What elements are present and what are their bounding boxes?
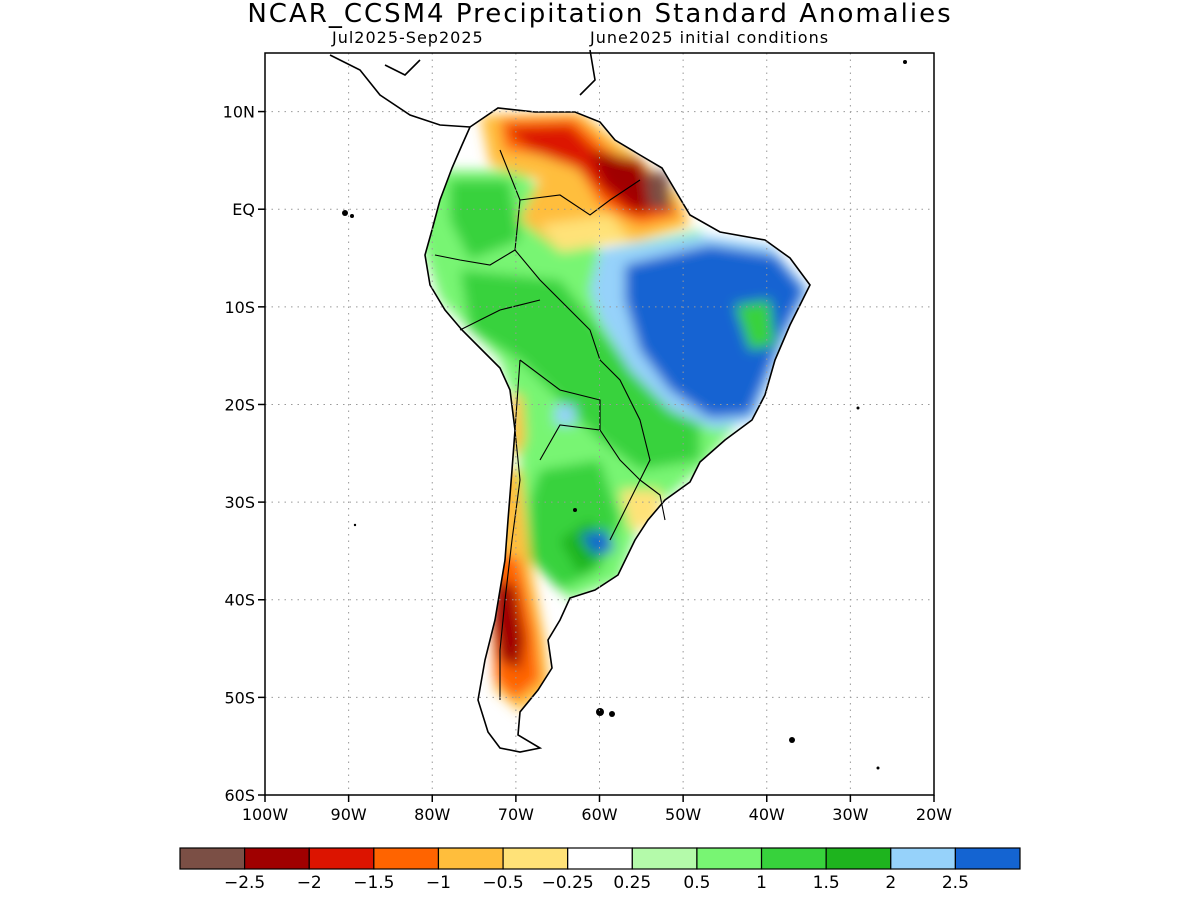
- legend-label: −0.5: [482, 873, 523, 893]
- legend-swatch: [954, 847, 1021, 870]
- legend-label: −2: [297, 873, 322, 893]
- legend-swatch: [631, 847, 698, 870]
- forecast-period: Jul2025-Sep2025: [332, 28, 484, 47]
- legend-swatch: [825, 847, 892, 870]
- legend-label: 0.5: [683, 873, 710, 893]
- legend-swatch: [179, 847, 246, 870]
- lon-tick-label: 70W: [498, 805, 534, 824]
- legend-label: −1: [426, 873, 451, 893]
- lat-tick-label: 60S: [224, 786, 255, 805]
- legend-swatch: [890, 847, 956, 870]
- lon-tick-label: 60W: [581, 805, 617, 824]
- legend-swatch: [696, 847, 763, 870]
- coastlines: [329, 49, 811, 753]
- lon-tick-label: 80W: [414, 805, 450, 824]
- lon-tick-label: 30W: [832, 805, 868, 824]
- latitude-axis: 10N EQ 10S 20S 30S 40S 50S 60S: [223, 103, 265, 805]
- legend-label: 2: [885, 873, 896, 893]
- legend-swatch: [437, 847, 504, 870]
- initial-conditions: June2025 initial conditions: [590, 28, 830, 47]
- lat-tick-label: 30S: [224, 493, 255, 512]
- lat-tick-label: 10S: [224, 298, 255, 317]
- lon-tick-label: 100W: [242, 805, 289, 824]
- lon-tick-label: 90W: [331, 805, 367, 824]
- lon-tick-label: 50W: [665, 805, 701, 824]
- legend-label: 1: [756, 873, 767, 893]
- legend-swatch: [244, 847, 310, 870]
- lat-tick-label: 50S: [224, 688, 255, 707]
- legend-swatch: [760, 847, 827, 870]
- map-title: NCAR_CCSM4 Precipitation Standard Anomal…: [247, 0, 953, 29]
- legend-label: −0.25: [542, 873, 594, 893]
- legend-label: 0.25: [613, 873, 651, 893]
- lat-tick-label: 10N: [223, 103, 255, 122]
- legend-label: 2.5: [942, 873, 969, 893]
- legend-swatch: [502, 847, 569, 870]
- islands: [342, 60, 907, 770]
- legend-label: 1.5: [813, 873, 840, 893]
- lon-tick-label: 20W: [916, 805, 952, 824]
- lat-tick-label: 40S: [224, 591, 255, 610]
- longitude-axis: 100W 90W 80W 70W 60W 50W 40W 30W 20W: [242, 795, 952, 824]
- graticule: [265, 53, 934, 795]
- legend-swatch: [373, 847, 440, 870]
- color-legend: −2.5 −2 −1.5 −1 −0.5 −0.25 0.25 0.5 1 1.5 2 2.5: [179, 847, 1021, 893]
- lat-tick-label: 20S: [224, 395, 255, 414]
- lon-tick-label: 40W: [749, 805, 785, 824]
- country-borders: [434, 149, 666, 700]
- legend-label: −2.5: [224, 873, 265, 893]
- legend-swatch: [308, 847, 375, 870]
- lat-tick-label: EQ: [232, 200, 255, 219]
- legend-label: −1.5: [353, 873, 394, 893]
- legend-swatch: [567, 847, 633, 870]
